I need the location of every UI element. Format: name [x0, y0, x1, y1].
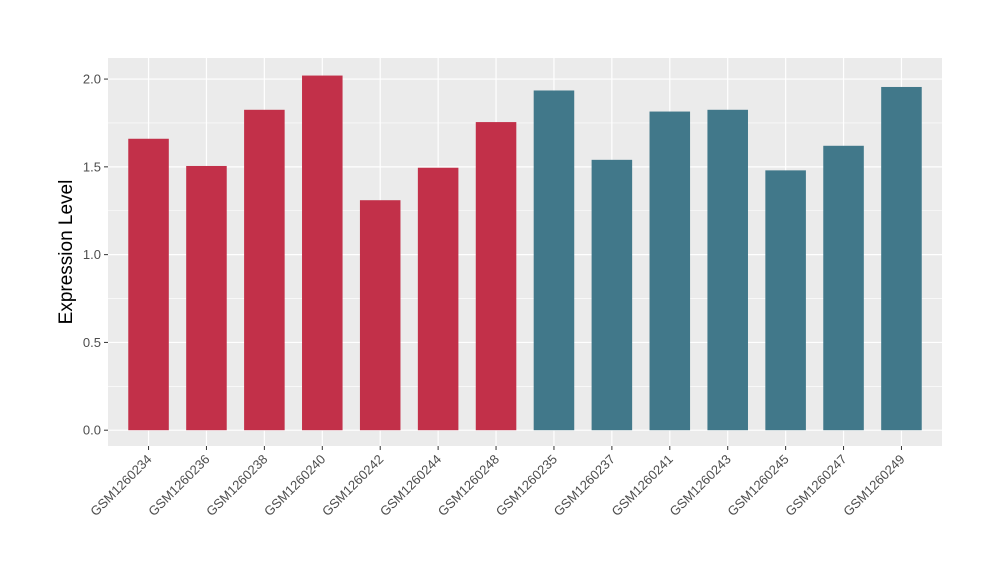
y-tick-label: 0.5: [83, 335, 101, 350]
bar-GSM1260237: [591, 159, 633, 431]
bar-GSM1260245: [765, 170, 806, 431]
x-tick-label: GSM1260249: [840, 452, 907, 519]
bar-GSM1260242: [359, 200, 401, 431]
y-tick-label: 1.0: [83, 247, 101, 262]
y-tick-label: 0.0: [83, 423, 101, 438]
bar-GSM1260234: [128, 138, 169, 431]
bar-GSM1260241: [649, 111, 691, 431]
bar-GSM1260236: [186, 165, 227, 431]
bar-GSM1260249: [881, 86, 922, 431]
bar-GSM1260238: [244, 109, 285, 431]
x-axis: GSM1260234GSM1260236GSM1260238GSM1260240…: [87, 446, 908, 519]
y-tick-label: 1.5: [83, 159, 101, 174]
bar-GSM1260235: [533, 90, 575, 431]
y-axis-title: Expression Level: [56, 180, 77, 325]
y-tick-label: 2.0: [83, 72, 101, 87]
bars: [128, 75, 922, 431]
plot-panel: [108, 58, 942, 446]
bar-GSM1260244: [417, 167, 459, 431]
bar-GSM1260243: [707, 109, 748, 431]
bar-GSM1260247: [823, 145, 864, 431]
bar-GSM1260248: [475, 122, 517, 431]
y-axis: 0.0 0.5 1.0 1.5 2.0: [83, 72, 108, 438]
bar-GSM1260240: [302, 75, 343, 431]
